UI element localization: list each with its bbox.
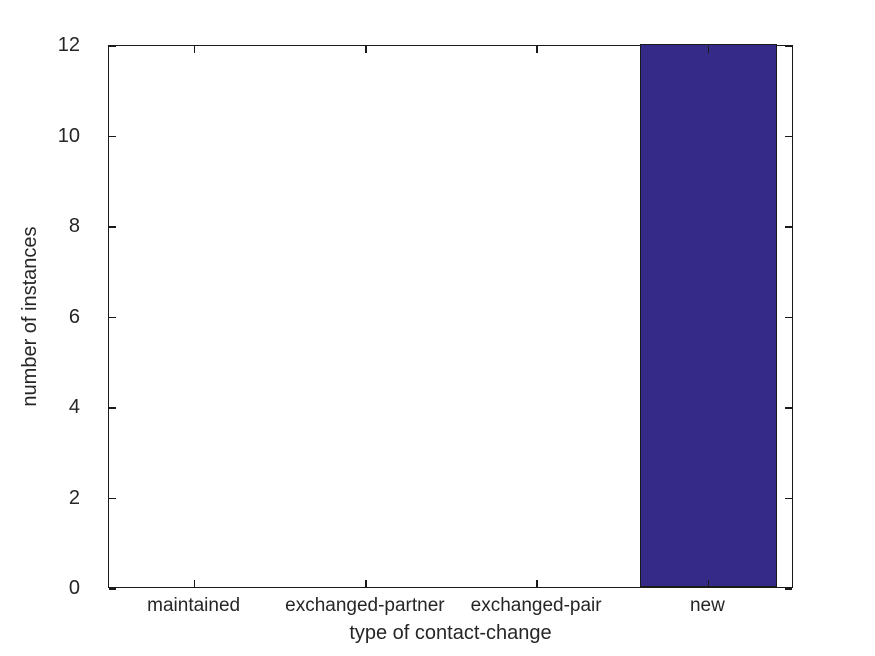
x-tick-top-exchanged-partner	[365, 46, 367, 53]
y-tick-label-12: 12	[57, 34, 80, 56]
y-tick-label-4: 4	[68, 396, 80, 418]
x-tick-top-maintained	[193, 46, 196, 53]
y-tick-right-0	[785, 588, 792, 590]
y-axis-label: number of instances	[19, 226, 41, 407]
bar-new	[639, 44, 777, 587]
y-tick-right-6	[785, 316, 792, 319]
y-tick-left-0	[109, 588, 116, 590]
y-tick-label-8: 8	[68, 215, 80, 237]
y-tick-label-0: 0	[68, 577, 80, 599]
y-tick-label-2: 2	[68, 486, 80, 509]
y-tick-right-8	[785, 226, 792, 228]
x-tick-bottom-exchanged-pair	[536, 580, 538, 587]
y-tick-label-6: 6	[68, 305, 80, 328]
plot-inner-surface	[109, 44, 792, 590]
x-tick-top-new	[707, 46, 710, 53]
y-tick-right-10	[785, 135, 792, 138]
x-tick-label-exchanged-partner: exchanged-partner	[285, 595, 445, 616]
y-tick-label-10: 10	[57, 124, 80, 147]
y-tick-right-4	[785, 407, 792, 409]
y-tick-left-10	[109, 135, 116, 138]
x-axis-label: type of contact-change	[349, 622, 552, 644]
y-tick-right-12	[785, 45, 792, 47]
x-tick-top-exchanged-pair	[536, 46, 538, 53]
y-tick-left-4	[109, 407, 116, 409]
y-tick-right-2	[785, 497, 792, 500]
x-tick-label-exchanged-pair: exchanged-pair	[470, 595, 602, 616]
x-tick-bottom-new	[707, 580, 710, 587]
y-tick-left-8	[109, 226, 116, 228]
x-tick-label-new: new	[689, 595, 725, 616]
x-tick-label-maintained: maintained	[147, 595, 241, 616]
x-tick-bottom-exchanged-partner	[365, 580, 367, 587]
y-tick-left-6	[109, 316, 116, 319]
plot-area	[108, 44, 793, 590]
y-tick-left-12	[109, 45, 116, 47]
y-tick-left-2	[109, 497, 116, 500]
x-tick-bottom-maintained	[193, 580, 196, 587]
